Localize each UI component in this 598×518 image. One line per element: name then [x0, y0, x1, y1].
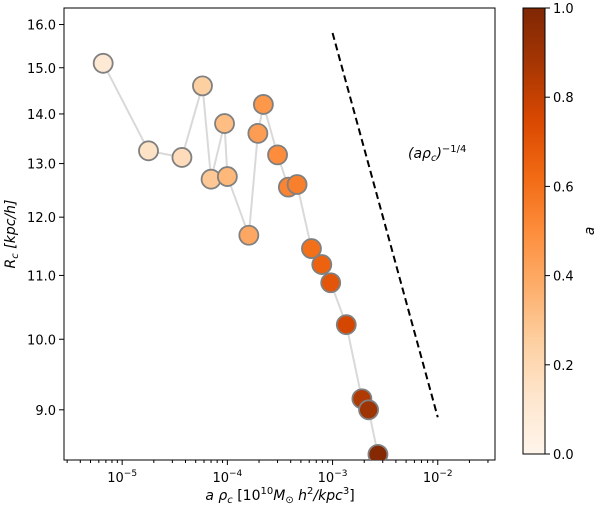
- scatter-point: [252, 94, 274, 115]
- y-tick-label: 10.0: [27, 333, 56, 348]
- y-tick-label: 13.0: [27, 158, 56, 173]
- x-axis-label: a ρc [1010M⊙ h2/kpc3]: [205, 486, 354, 506]
- scatter-point: [138, 140, 159, 162]
- y-tick-label: 12.0: [27, 211, 56, 226]
- scatter-point: [267, 144, 288, 166]
- y-tick-label: 11.0: [27, 269, 56, 284]
- reference-line-label: (aρc)−1/4: [408, 144, 466, 164]
- y-tick-label: 16.0: [27, 19, 56, 34]
- scatter-point: [320, 272, 342, 294]
- scatter-point: [247, 122, 269, 144]
- scatter-point: [286, 174, 308, 195]
- x-tick-label: 10−2: [423, 469, 453, 486]
- colorbar-tick-label: 1.0: [553, 2, 574, 17]
- y-tick-label: 9.0: [35, 404, 56, 419]
- plot-area: [63, 7, 496, 461]
- y-axis-ticks: 9.0 10.0 11.0 12.0 13.0 14.0 15.0 16.0: [27, 19, 64, 419]
- x-tick-label: 10−5: [107, 469, 137, 486]
- colorbar-label: a: [582, 227, 598, 236]
- scatter-point: [192, 75, 213, 97]
- x-axis-ticks: 10−5 10−4 10−3 10−2: [66, 460, 489, 486]
- colorbar: [522, 7, 546, 455]
- colorbar-tick-label: 0.0: [553, 448, 574, 463]
- scatter-point: [301, 238, 322, 259]
- scatter-point: [171, 147, 193, 168]
- colorbar-tick-label: 0.6: [553, 180, 574, 195]
- colorbar-tick-label: 0.2: [553, 359, 574, 374]
- reference-line: [331, 32, 439, 418]
- scatter-point: [358, 399, 379, 421]
- x-tick-label: 10−3: [318, 469, 348, 486]
- scatter-point: [216, 166, 238, 187]
- scatter-point: [311, 254, 333, 275]
- scatter-point: [335, 314, 357, 336]
- y-tick-label: 15.0: [27, 62, 56, 77]
- colorbar-tick-label: 0.8: [553, 91, 574, 106]
- colorbar-tick-label: 0.4: [553, 270, 574, 285]
- y-axis-label: Rc [kpc/h]: [3, 200, 21, 269]
- scatter-point: [238, 224, 260, 246]
- y-tick-label: 14.0: [27, 108, 56, 123]
- scatter-point: [367, 444, 389, 460]
- colorbar-ticks: 0.0 0.2 0.4 0.6 0.8 1.0: [545, 2, 574, 463]
- x-tick-label: 10−4: [212, 469, 242, 486]
- scatter-points: [92, 52, 389, 460]
- scatter-point: [214, 113, 235, 134]
- scatter-point: [92, 52, 114, 74]
